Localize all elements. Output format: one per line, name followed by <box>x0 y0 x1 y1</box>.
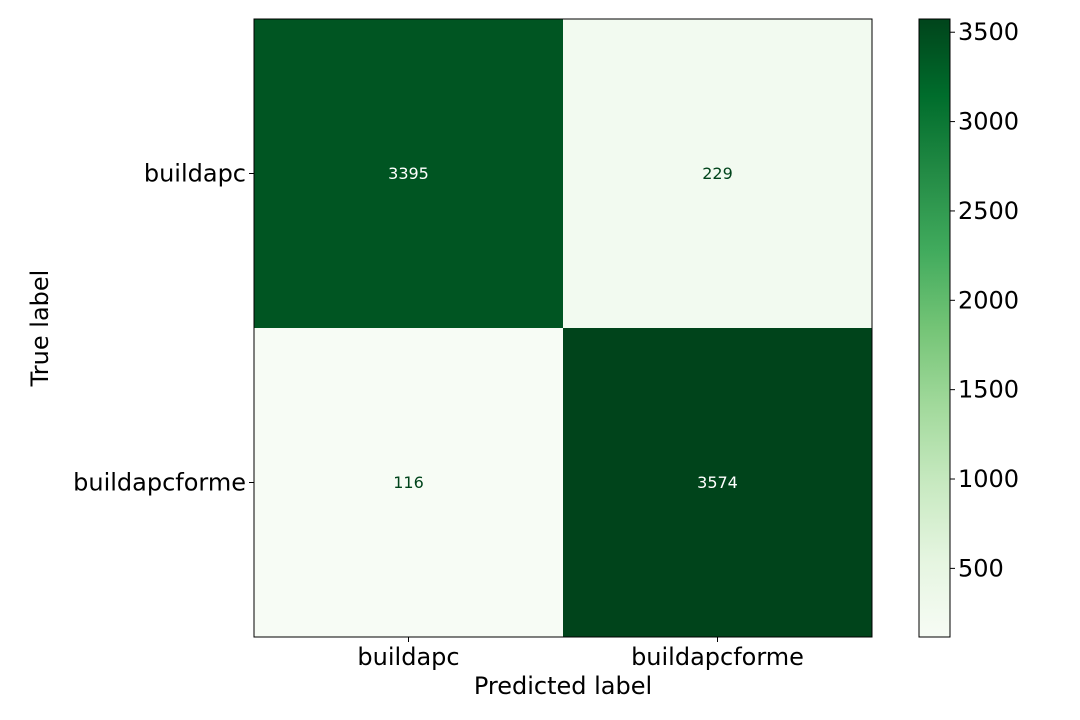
heatmap-cells <box>254 19 872 637</box>
colorbar-ticks: 500 1000 1500 2000 2500 3000 3500 <box>950 18 1019 582</box>
heatmap-cell <box>563 328 872 637</box>
colorbar-tick-label: 2500 <box>958 197 1019 225</box>
x-tick-label: buildapc <box>357 643 459 671</box>
colorbar-tick-label: 1500 <box>958 376 1019 404</box>
colorbar-tick-label: 3000 <box>958 108 1019 136</box>
x-axis-label: Predicted label <box>474 672 652 700</box>
cell-value: 116 <box>393 473 424 492</box>
cell-value: 229 <box>702 164 733 183</box>
colorbar-tick-label: 3500 <box>958 18 1019 46</box>
y-axis-label: True label <box>26 270 54 388</box>
cell-value: 3574 <box>697 473 738 492</box>
heatmap-cell <box>254 328 563 637</box>
cell-value-labels: 3395 229 116 3574 <box>388 164 738 492</box>
y-tick-label: buildapcforme <box>73 469 246 497</box>
colorbar <box>918 18 951 638</box>
colorbar-tick-label: 2000 <box>958 286 1019 314</box>
cell-value: 3395 <box>388 164 429 183</box>
colorbar-tick-label: 500 <box>958 554 1004 582</box>
heatmap-cell <box>563 19 872 328</box>
x-axis-ticks: buildapc buildapcforme <box>357 637 804 671</box>
x-tick-label: buildapcforme <box>631 643 804 671</box>
plot-frame <box>253 18 873 638</box>
y-axis-ticks: buildapc buildapcforme <box>73 160 254 497</box>
heatmap-cell <box>254 19 563 328</box>
y-tick-label: buildapc <box>144 160 246 188</box>
colorbar-tick-label: 1000 <box>958 465 1019 493</box>
